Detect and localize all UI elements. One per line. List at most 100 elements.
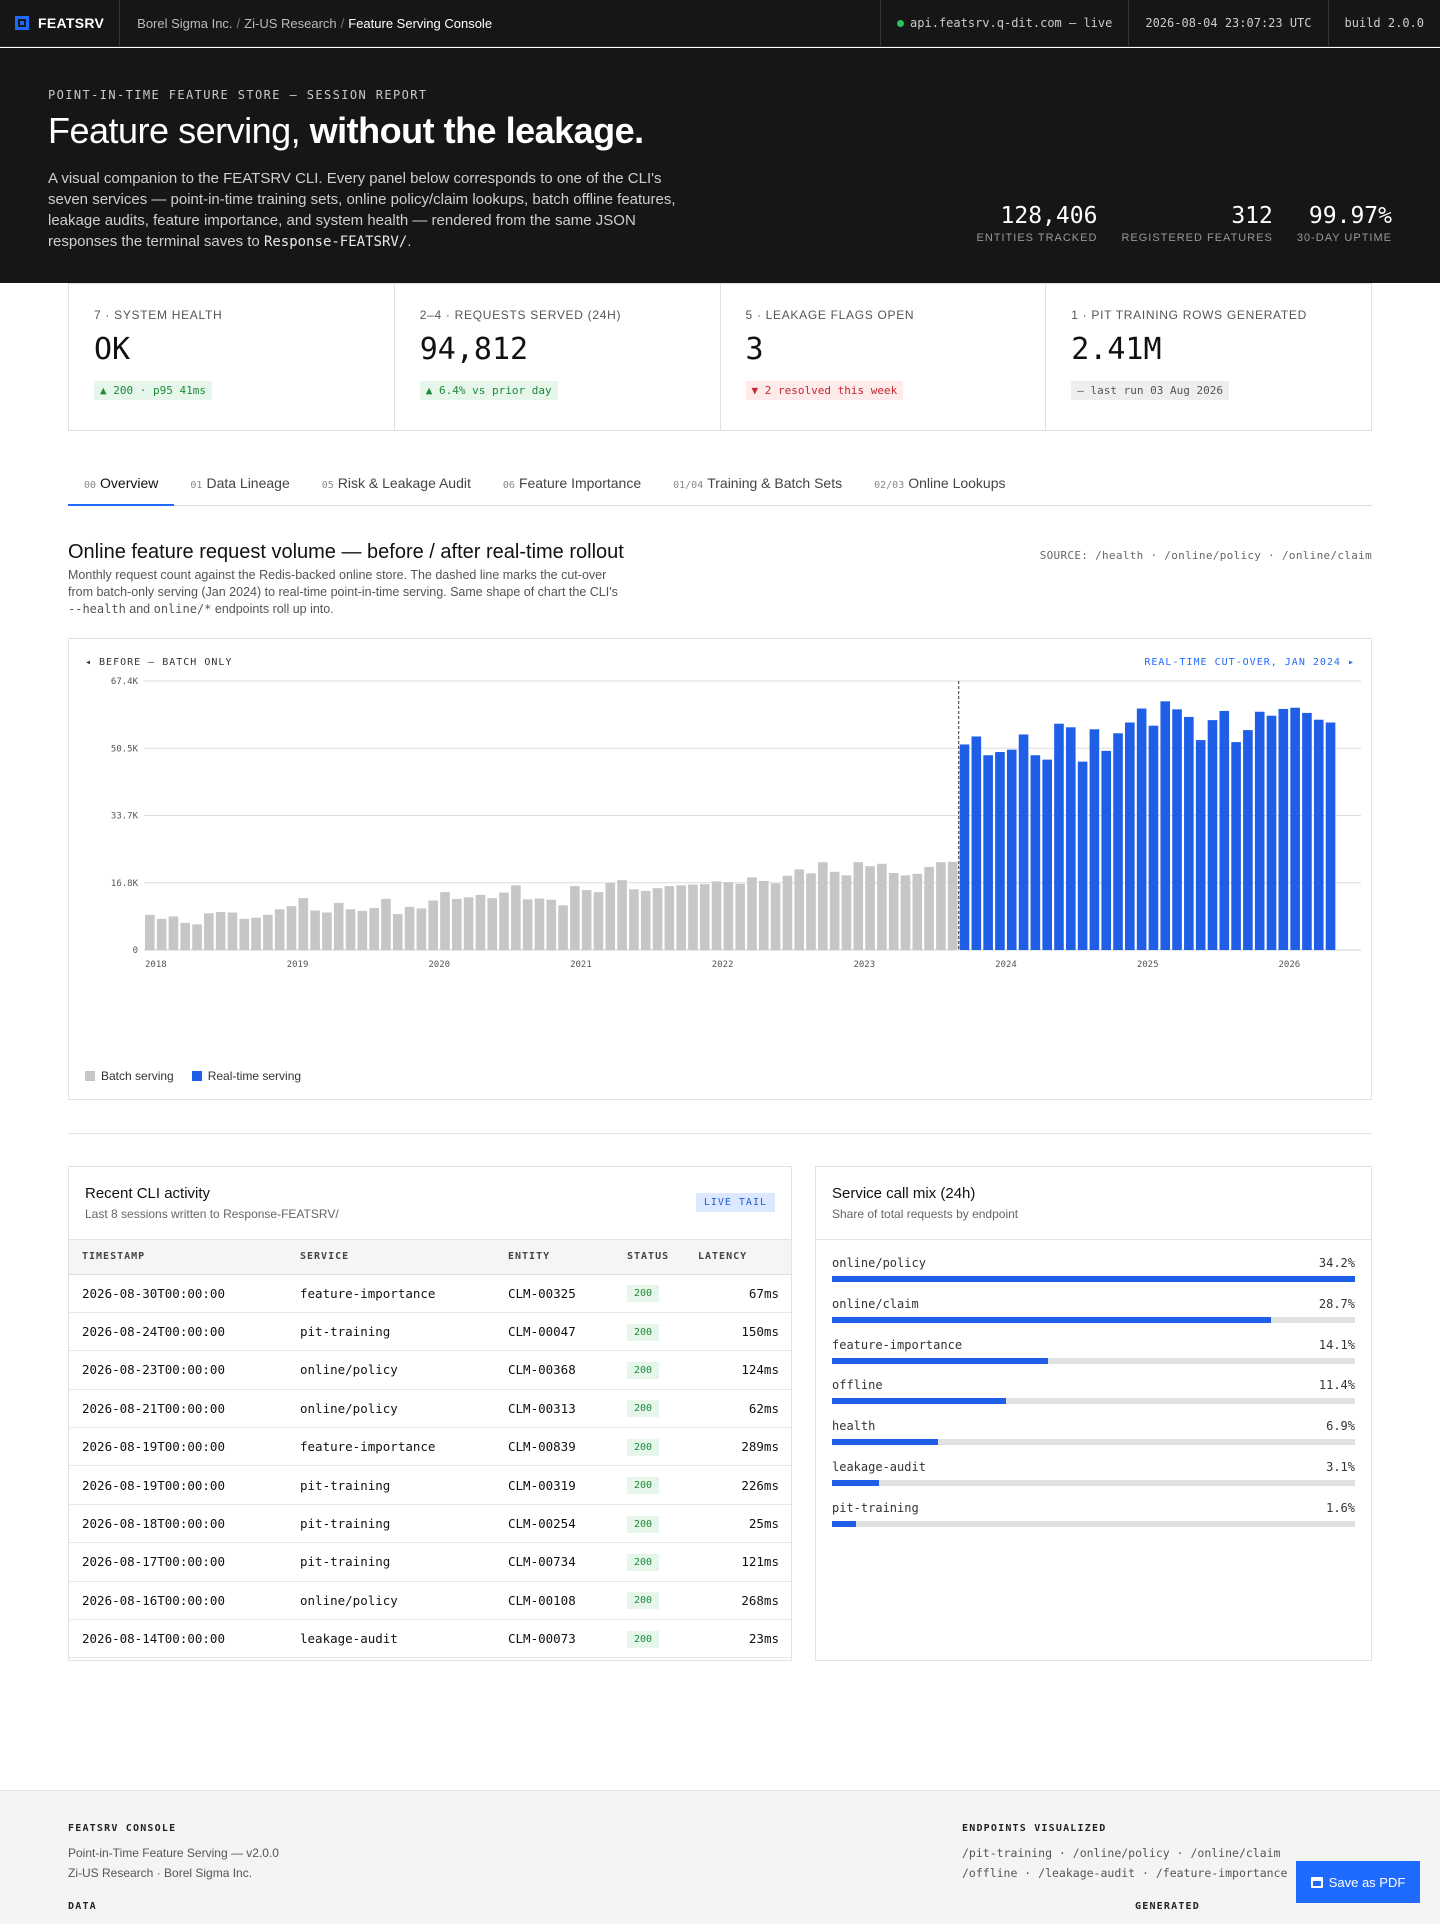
bar-realtime [1054,723,1064,950]
crumb-team[interactable]: Zi-US Research [244,15,337,31]
bar-batch [345,909,356,950]
mix-track [832,1316,1355,1323]
bar-batch [156,918,167,950]
bar-batch [888,872,899,950]
bar-batch [168,916,179,950]
bar-batch [688,884,698,950]
cutover-label: REAL-TIME CUT-OVER, JAN 2024 ▸ [1144,657,1355,668]
bar-realtime [1136,708,1147,950]
cell-latency: 62ms [698,1389,791,1429]
legend-realtime: Real-time serving [191,1069,301,1083]
bar-batch [192,924,202,950]
bar-batch [841,875,852,950]
cell-timestamp: 2026-08-14T00:00:00 [69,1619,287,1659]
table-row[interactable]: 2026-08-17T00:00:00 pit-training CLM-00734… [69,1542,791,1582]
bar-batch [534,898,545,950]
mix-item-name: pit-training [832,1500,919,1515]
cell-entity: CLM-00734 [495,1542,614,1582]
tab-overview[interactable]: 00 Overview [68,463,175,506]
crumb-org[interactable]: Borel Sigma Inc. [137,15,233,31]
kpi-requests: 2–4 · REQUESTS SERVED (24H) 94,812 ▲ 6.4% … [395,284,721,430]
status-badge: 200 [627,1630,660,1648]
bar-batch [286,906,297,950]
cell-status: 200 [614,1581,698,1621]
cell-latency: 23ms [698,1619,791,1659]
x-tick-label: 2018 [145,960,167,970]
mix-track [832,1398,1355,1405]
table-row[interactable]: 2026-08-21T00:00:00 online/policy CLM-0031… [69,1389,791,1429]
col-latency[interactable]: LATENCY [698,1240,791,1275]
cell-entity: CLM-00368 [495,1350,614,1390]
bar-batch [522,899,533,950]
bar-batch [924,866,934,950]
table-row[interactable]: 2026-08-18T00:00:00 pit-training CLM-00254… [69,1504,791,1544]
tab-training-batch[interactable]: 01/04 Training & Batch Sets [673,475,843,491]
bar-batch [392,914,403,950]
kpi-badge: ▼ 2 resolved this week [745,381,904,400]
mix-fill [832,1479,880,1486]
bar-batch [475,894,486,950]
mix-item: online/policy 34.2% [832,1252,1355,1293]
bar-realtime [1113,733,1123,950]
table-row[interactable]: 2026-08-23T00:00:00 online/policy CLM-0036… [69,1350,791,1390]
bar-batch [747,877,757,950]
mix-item: leakage-audit 3.1% [832,1456,1355,1497]
hero: POINT-IN-TIME FEATURE STORE — SESSION RE… [0,48,1440,283]
col-entity[interactable]: ENTITY [495,1240,614,1275]
tab-feature-importance[interactable]: 06 Feature Importance [502,475,642,491]
cell-timestamp: 2026-08-30T00:00:00 [69,1274,287,1313]
activity-subtitle: Last 8 sessions written to Response-FEAT… [85,1207,339,1221]
stat-features: 312 REGISTERED FEATURES [1121,203,1273,244]
table-row[interactable]: 2026-08-30T00:00:00 feature-importance CLM… [69,1274,791,1313]
y-tick-label: 67.4K [111,677,139,687]
cell-service: feature-importance [287,1274,495,1313]
live-dot-icon [897,19,905,27]
mix-fill [832,1357,1048,1364]
activity-table: TIMESTAMP SERVICE ENTITY STATUS LATENCY … [69,1240,791,1659]
hero-title: Feature serving, without the leakage. [48,110,644,151]
bar-realtime [1077,761,1088,950]
tab-risk-leakage[interactable]: 05 Risk & Leakage Audit [321,475,471,491]
bar-batch [451,898,462,950]
col-status[interactable]: STATUS [614,1240,698,1275]
cell-status: 200 [614,1619,698,1659]
kpi-system-health: 7 · SYSTEM HEALTH OK ▲ 200 · p95 41ms [69,284,395,430]
service-mix-panel: Service call mix (24h) Share of total re… [815,1166,1372,1661]
bar-realtime [1065,727,1076,950]
bar-realtime [1243,730,1253,950]
table-row[interactable]: 2026-08-19T00:00:00 pit-training CLM-00319… [69,1465,791,1505]
tab-online-lookups[interactable]: 02/03 Online Lookups [874,475,1006,491]
bar-batch [947,861,958,950]
cell-service: pit-training [287,1465,495,1505]
hero-stats: 128,406 ENTITIES TRACKED 312 REGISTERED FE… [977,203,1393,244]
bar-batch [912,873,923,950]
brand[interactable]: FEATSRV [0,0,121,47]
table-row[interactable]: 2026-08-19T00:00:00 feature-importance CLM… [69,1427,791,1467]
mix-item-name: online/policy [832,1256,926,1270]
tab-data-lineage[interactable]: 01 Data Lineage [190,475,290,491]
cell-entity: CLM-00108 [495,1581,614,1621]
mix-item: offline 11.4% [832,1374,1355,1415]
bar-batch [298,898,309,950]
mix-item: health 6.9% [832,1415,1355,1456]
col-timestamp[interactable]: TIMESTAMP [69,1240,287,1275]
cell-status: 200 [614,1312,698,1352]
bar-batch [251,917,261,950]
bar-realtime [1006,749,1017,950]
cell-timestamp: 2026-08-24T00:00:00 [69,1312,287,1352]
col-service[interactable]: SERVICE [287,1240,495,1275]
live-tail-badge[interactable]: LIVE TAIL [695,1193,775,1212]
bar-realtime [971,736,982,950]
endpoint-status: api.featsrv.q-dit.com — live [880,0,1128,47]
bar-batch [274,909,285,950]
table-row[interactable]: 2026-08-16T00:00:00 online/policy CLM-0010… [69,1581,791,1621]
bar-realtime [1148,725,1159,950]
table-row[interactable]: 2026-08-14T00:00:00 leakage-audit CLM-0007… [69,1619,791,1659]
mix-item-pct: 28.7% [1318,1296,1355,1311]
mix-track [832,1357,1355,1364]
save-pdf-button[interactable]: Save as PDF [1296,1861,1420,1903]
status-badge: 200 [627,1592,660,1610]
bar-realtime [1184,716,1194,950]
table-row[interactable]: 2026-08-24T00:00:00 pit-training CLM-00047… [69,1312,791,1352]
breadcrumb: Borel Sigma Inc. / Zi-US Research / Feature … [137,15,493,31]
